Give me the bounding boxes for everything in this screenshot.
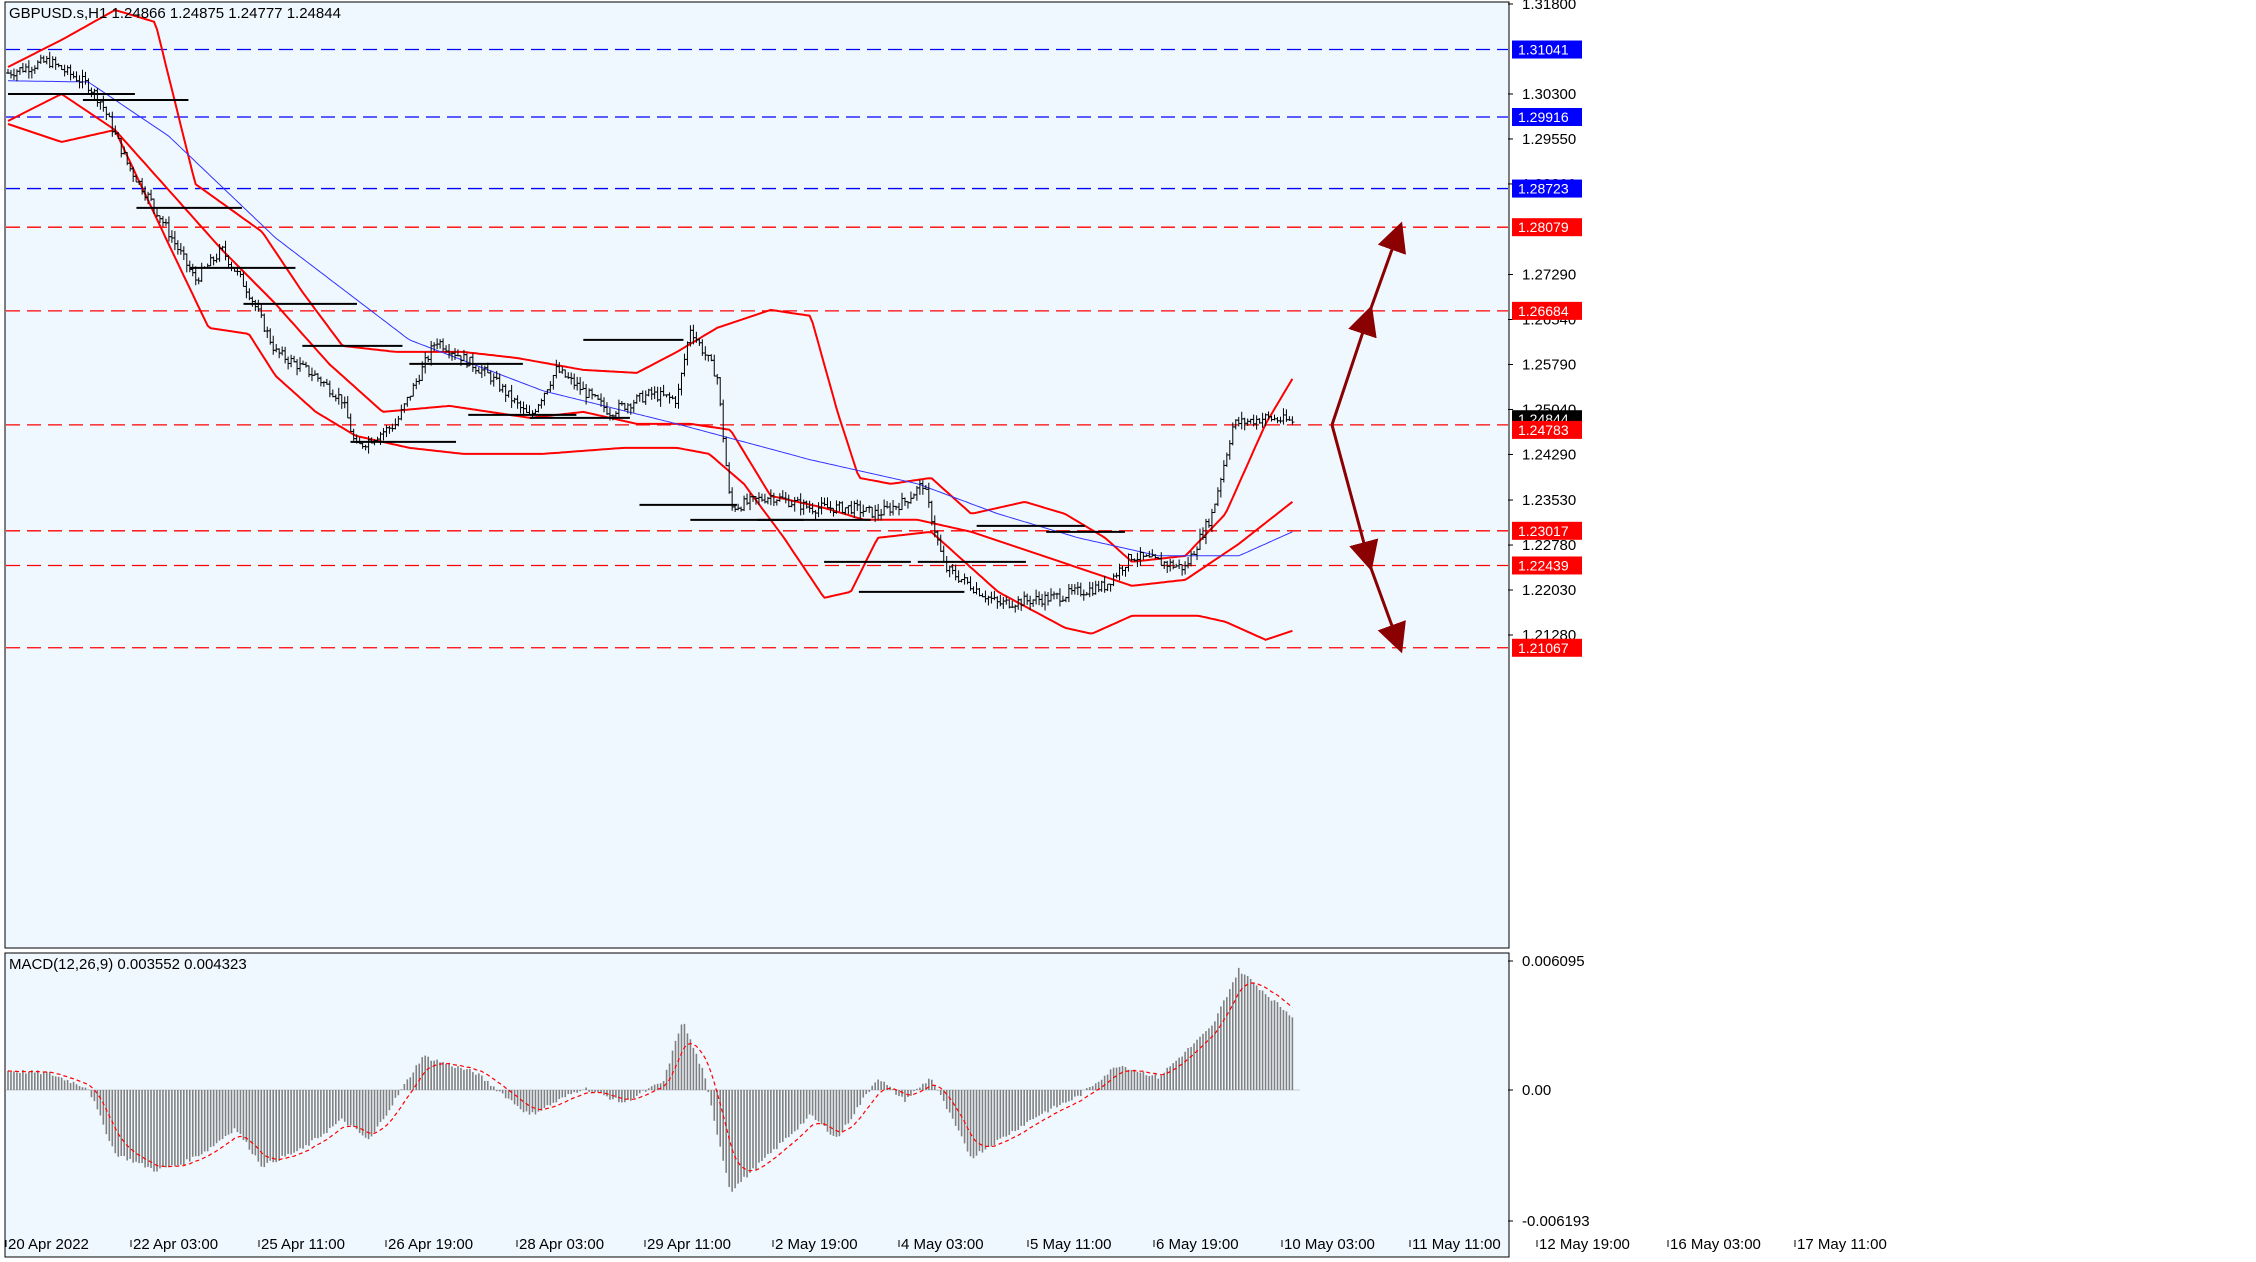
price-tick-label: 1.24290 bbox=[1522, 446, 1576, 463]
ma-line bbox=[8, 80, 1293, 557]
time-tick-label: 22 Apr 03:00 bbox=[133, 1236, 218, 1253]
time-tick-label: 4 May 03:00 bbox=[901, 1236, 984, 1253]
level-tag-label: 1.28723 bbox=[1518, 181, 1569, 197]
macd-tick-label: 0.006095 bbox=[1522, 953, 1585, 970]
bollinger-lower bbox=[7, 123, 1293, 641]
level-tag-box bbox=[1512, 40, 1582, 59]
price-tick-label: 1.25790 bbox=[1522, 356, 1576, 373]
time-tick-label: 2 May 19:00 bbox=[775, 1236, 858, 1253]
level-tag-label: 1.28079 bbox=[1518, 219, 1569, 235]
level-tag-box bbox=[1512, 218, 1582, 237]
scenario-arrow-leg bbox=[1330, 305, 1377, 426]
time-tick-label: 11 May 11:00 bbox=[1412, 1236, 1501, 1253]
time-tick-label: 6 May 19:00 bbox=[1156, 1236, 1239, 1253]
level-tag-label: 1.26684 bbox=[1518, 303, 1569, 319]
level-tag-label: 1.22439 bbox=[1518, 557, 1569, 573]
level-tag-box bbox=[1512, 108, 1582, 127]
scenario-arrow-leg bbox=[1330, 424, 1379, 572]
macd-axis: 0.006095 0.00 -0.006193 bbox=[1508, 953, 1590, 1230]
horizontal-levels bbox=[6, 48, 1508, 649]
time-tick-label: 20 Apr 2022 bbox=[8, 1236, 89, 1253]
time-tick-label: 5 May 11:00 bbox=[1030, 1236, 1111, 1253]
time-tick-label: 29 Apr 11:00 bbox=[647, 1236, 731, 1253]
time-tick-label: 10 May 03:00 bbox=[1284, 1236, 1375, 1253]
time-tick-label: 25 Apr 11:00 bbox=[261, 1236, 345, 1253]
price-tick-label: 1.27290 bbox=[1522, 267, 1576, 284]
level-tag-box bbox=[1512, 521, 1582, 540]
time-tick-label: 16 May 03:00 bbox=[1670, 1236, 1761, 1253]
level-tag-box bbox=[1512, 556, 1582, 575]
level-tag-label: 1.31041 bbox=[1518, 42, 1569, 58]
indicator-header: MACD(12,26,9) 0.003552 0.004323 bbox=[9, 956, 247, 973]
macd-tick-label: -0.006193 bbox=[1522, 1213, 1590, 1230]
level-tag-box bbox=[1512, 420, 1582, 439]
time-tick-label: 28 Apr 03:00 bbox=[519, 1236, 604, 1253]
macd-histogram bbox=[6, 967, 1300, 1192]
time-tick-label: 17 May 11:00 bbox=[1797, 1236, 1887, 1253]
macd-signal-line bbox=[7, 982, 1293, 1172]
price-tick-label: 1.23530 bbox=[1522, 492, 1576, 509]
time-axis: 20 Apr 2022 22 Apr 03:00 25 Apr 11:00 26 Ap… bbox=[5, 1236, 1887, 1253]
price-tick-label: 1.31800 bbox=[1522, 0, 1576, 13]
level-tag-box bbox=[1512, 301, 1582, 320]
price-axis: 1.318001.303001.295501.288001.272901.265… bbox=[1508, 0, 1576, 644]
price-tick-label: 1.22030 bbox=[1522, 582, 1576, 599]
scenario-arrow-leg bbox=[1368, 221, 1407, 312]
price-tick-label: 1.22780 bbox=[1522, 537, 1576, 554]
moving-average bbox=[8, 80, 1293, 557]
level-tag-label: 1.29916 bbox=[1518, 109, 1569, 125]
macd-tick-label: 0.00 bbox=[1522, 1082, 1551, 1099]
macd-panel-background bbox=[4, 952, 1510, 1258]
scenario-arrows bbox=[1330, 221, 1407, 654]
level-steps bbox=[8, 92, 1125, 593]
level-tag-label: 1.23017 bbox=[1518, 523, 1569, 539]
level-tags: 1.31041 1.29916 1.28723 1.28079 1.26684 1.247… bbox=[1512, 40, 1582, 657]
level-tag-box bbox=[1512, 638, 1582, 657]
time-tick-label: 26 Apr 19:00 bbox=[388, 1236, 473, 1253]
time-tick-label: 12 May 19:00 bbox=[1539, 1236, 1630, 1253]
level-tag-label: 1.24783 bbox=[1518, 422, 1569, 438]
level-tag-label: 1.21067 bbox=[1518, 640, 1569, 656]
price-tick-label: 1.30300 bbox=[1522, 86, 1576, 103]
price-tick-label: 1.29550 bbox=[1522, 131, 1576, 148]
scenario-arrow-leg bbox=[1368, 564, 1406, 654]
price-bars bbox=[6, 51, 1295, 613]
bollinger-upper bbox=[7, 9, 1294, 563]
level-tag-box bbox=[1512, 179, 1582, 198]
symbol-header: GBPUSD.s,H1 1.24866 1.24875 1.24777 1.24… bbox=[9, 5, 341, 22]
